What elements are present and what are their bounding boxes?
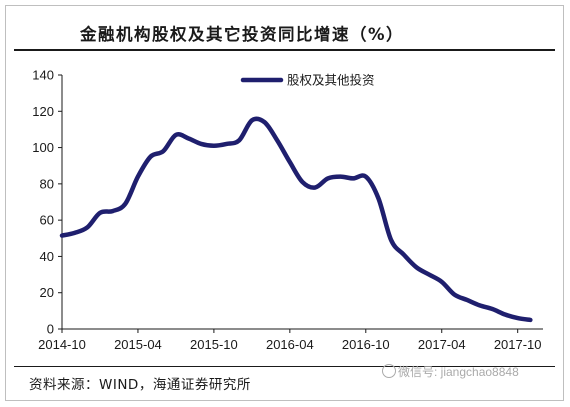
y-tick-label: 20 xyxy=(40,285,54,300)
y-tick-label: 40 xyxy=(40,249,54,264)
legend-label: 股权及其他投资 xyxy=(287,73,375,88)
y-tick-label: 80 xyxy=(40,176,54,191)
y-tick-label: 60 xyxy=(40,213,54,228)
x-tick-label: 2015-04 xyxy=(114,337,162,352)
wechat-watermark: 微信号: jiangchao8848 xyxy=(382,363,519,380)
series-line-0 xyxy=(59,116,533,323)
chart-title: 金融机构股权及其它投资同比增速（%） xyxy=(80,25,405,44)
x-tick-label: 2017-04 xyxy=(418,337,466,352)
y-tick-label: 120 xyxy=(32,104,54,119)
title-divider xyxy=(14,49,555,51)
x-tick-label: 2015-10 xyxy=(190,337,238,352)
x-tick-label: 2014-10 xyxy=(38,337,86,352)
y-tick-label: 140 xyxy=(32,68,54,83)
x-tick-label: 2016-10 xyxy=(342,337,390,352)
source-note: 资料来源：WIND，海通证券研究所 xyxy=(29,377,251,393)
x-tick-label: 2016-04 xyxy=(266,337,314,352)
watermark-text: 微信号: jiangchao8848 xyxy=(398,365,519,379)
wechat-icon xyxy=(382,364,396,378)
x-tick-label: 2017-10 xyxy=(494,337,542,352)
y-tick-label: 100 xyxy=(32,140,54,155)
source-divider xyxy=(14,366,555,367)
chart-frame xyxy=(5,5,564,401)
y-tick-label: 0 xyxy=(47,322,54,337)
